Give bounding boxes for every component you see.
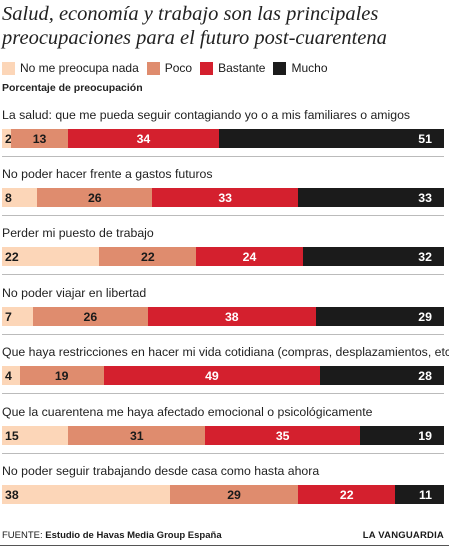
- bar-segment-poco: 19: [19, 366, 104, 385]
- bar-segment-mucho: 32: [302, 247, 444, 266]
- question-label: No poder seguir trabajando desde casa co…: [2, 464, 320, 478]
- data-label: 32: [418, 249, 432, 264]
- row-divider: [2, 156, 444, 157]
- question-label: Perder mi puesto de trabajo: [2, 226, 154, 240]
- question-label: No poder hacer frente a gastos futuros: [2, 167, 213, 181]
- row-divider: [2, 215, 444, 216]
- bar-segment-poco: 26: [32, 307, 148, 326]
- row-divider: [2, 274, 444, 275]
- data-label: 19: [418, 428, 432, 443]
- data-label: 22: [141, 249, 155, 264]
- data-label: 38: [5, 487, 19, 502]
- legend-item-mucho: Mucho: [273, 61, 328, 75]
- data-label: 34: [136, 131, 151, 146]
- chart-subtitle: Porcentaje de preocupación: [2, 82, 143, 94]
- legend: No me preocupa nada Poco Bastante Mucho: [2, 60, 336, 76]
- bar-row: 4 19 49 28: [2, 366, 444, 385]
- data-label: 22: [339, 487, 354, 502]
- data-label: 22: [5, 249, 19, 264]
- chart-title: Salud, economía y trabajo son las princi…: [2, 2, 442, 50]
- bar-segment-nada: 22: [2, 247, 100, 266]
- data-label: 33: [418, 190, 432, 205]
- footer-rule: [0, 545, 449, 546]
- bar-row: 15 31 35 19: [2, 426, 444, 445]
- legend-swatch-nada: [2, 61, 15, 75]
- bar-row: 7 26 38 29: [2, 307, 444, 326]
- data-label: 4: [5, 368, 12, 383]
- row-divider: [2, 334, 444, 335]
- row-divider: [2, 393, 444, 394]
- legend-label-poco: Poco: [164, 61, 193, 75]
- legend-label-nada: No me preocupa nada: [20, 61, 139, 75]
- legend-swatch-poco: [146, 61, 160, 75]
- data-label: 51: [418, 131, 432, 146]
- bar-row: 8 26 33 33: [2, 188, 444, 207]
- bar-segment-mucho: 51: [218, 129, 444, 148]
- data-label: 33: [218, 190, 233, 205]
- question-label: Que la cuarentena me haya afectado emoci…: [2, 405, 373, 419]
- data-label: 26: [87, 190, 102, 205]
- data-label: 8: [5, 190, 12, 205]
- data-label: 26: [83, 309, 98, 324]
- source-label: FUENTE:: [2, 530, 43, 541]
- chart-title-line-2: preocupaciones para el futuro post-cuare…: [2, 27, 387, 49]
- bar-row: 22 22 24 32: [2, 247, 444, 266]
- bar-segment-poco: 31: [68, 426, 206, 445]
- bar-segment-bastante: 49: [103, 366, 321, 385]
- question-label: Que haya restricciones en hacer mi vida …: [2, 345, 449, 359]
- source-note: FUENTE: Estudio de Havas Media Group Esp…: [2, 530, 222, 541]
- legend-label-bastante: Bastante: [218, 61, 266, 75]
- row-divider: [2, 453, 444, 454]
- bar-segment-bastante: 34: [68, 129, 219, 148]
- bar-segment-nada: 38: [2, 485, 170, 504]
- data-label: 24: [242, 249, 257, 264]
- data-label: 35: [275, 428, 290, 443]
- data-label: 38: [224, 309, 239, 324]
- data-label: 13: [32, 131, 47, 146]
- data-label: 29: [227, 487, 241, 502]
- bar-segment-mucho: 28: [320, 366, 444, 385]
- data-label: 7: [5, 309, 12, 324]
- footer: FUENTE: Estudio de Havas Media Group Esp…: [2, 530, 444, 541]
- bar-segment-nada: 8: [2, 188, 38, 207]
- legend-item-poco: Poco: [146, 61, 193, 75]
- bar-segment-bastante: 24: [196, 247, 303, 266]
- bar-segment-nada: 4: [2, 366, 20, 385]
- bar-segment-bastante: 35: [205, 426, 360, 445]
- bar-segment-bastante: 33: [152, 188, 299, 207]
- data-label: 49: [205, 368, 219, 383]
- bar-segment-poco: 13: [10, 129, 69, 148]
- question-label: No poder viajar en libertad: [2, 286, 147, 300]
- bar-segment-bastante: 22: [298, 485, 396, 504]
- chart-title-line-1: Salud, economía y trabajo son las princi…: [2, 3, 379, 25]
- bar-segment-poco: 22: [99, 247, 197, 266]
- data-label: 2: [5, 131, 12, 146]
- bar-segment-poco: 26: [37, 188, 153, 207]
- legend-swatch-mucho: [273, 61, 287, 75]
- data-label: 31: [129, 428, 144, 443]
- bar-segment-mucho: 33: [298, 188, 444, 207]
- legend-swatch-bastante: [200, 61, 214, 75]
- data-label: 15: [5, 428, 19, 443]
- legend-item-nada: No me preocupa nada: [2, 61, 139, 75]
- data-label: 28: [418, 368, 432, 383]
- bar-segment-poco: 29: [169, 485, 299, 504]
- bar-segment-mucho: 11: [395, 485, 444, 504]
- data-label: 11: [418, 487, 432, 502]
- bar-segment-nada: 2: [2, 129, 12, 148]
- data-label: 19: [54, 368, 69, 383]
- bar-segment-mucho: 19: [360, 426, 444, 445]
- data-label: 29: [418, 309, 432, 324]
- bar-row: 38 29 22 11: [2, 485, 444, 504]
- bar-segment-nada: 7: [2, 307, 33, 326]
- legend-item-bastante: Bastante: [200, 61, 265, 75]
- bar-segment-nada: 15: [2, 426, 69, 445]
- bar-row: 2 13 34 51: [2, 129, 444, 148]
- question-label: La salud: que me pueda seguir contagiand…: [2, 108, 411, 122]
- publisher-brand: LA VANGUARDIA: [362, 530, 444, 541]
- bar-segment-mucho: 29: [315, 307, 444, 326]
- bar-segment-bastante: 38: [147, 307, 316, 326]
- source-value: Estudio de Havas Media Group España: [45, 530, 222, 541]
- legend-label-mucho: Mucho: [291, 61, 328, 75]
